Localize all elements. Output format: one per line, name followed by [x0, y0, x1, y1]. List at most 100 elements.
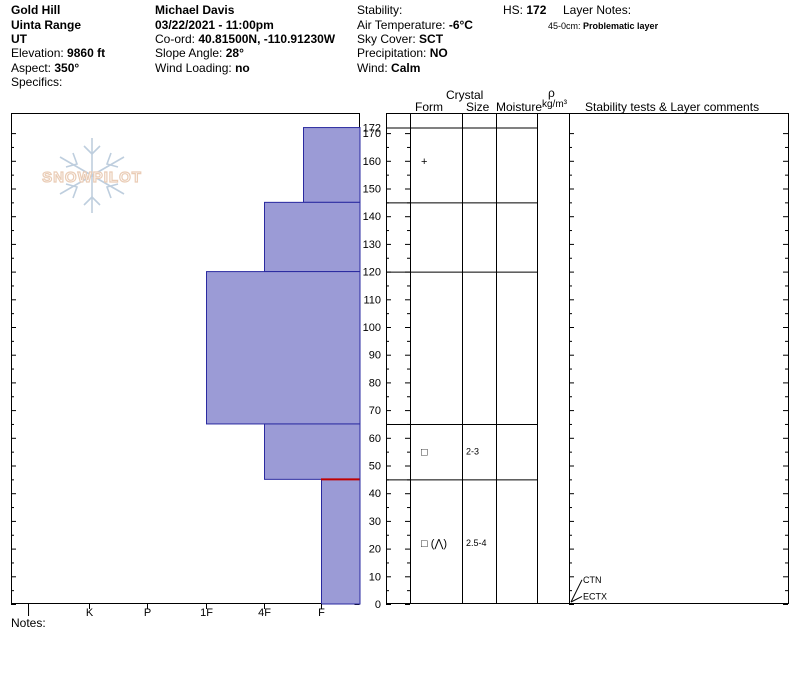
depth-axis-ticks: 0 10 20 30 40 50 60 70 80 90 100 110 120 130 140 150 160…	[363, 123, 410, 611]
aspect-value: 350°	[54, 61, 80, 75]
wind-row: Wind: Calm	[357, 61, 420, 75]
hardness-label-1F: 1F	[200, 607, 213, 619]
precip-label: Precipitation:	[357, 46, 427, 60]
stability-test-label-0: CTN	[583, 575, 602, 585]
depth-label-60: 60	[369, 433, 381, 445]
stability-test-label-1: ECTX	[583, 591, 607, 601]
elevation-row: Elevation: 9860 ft	[11, 46, 105, 60]
layer-note-depth: 45-0cm:	[548, 21, 581, 31]
logo-text: SNOWPILOT	[42, 169, 142, 186]
depth-label-140: 140	[363, 211, 381, 223]
crystal-header: Crystal	[446, 88, 484, 102]
depth-label-172: 172	[363, 123, 381, 135]
hardness-label-F: F	[318, 607, 325, 619]
depth-label-40: 40	[369, 488, 381, 500]
layer-bar-4	[321, 478, 361, 605]
sky-label: Sky Cover:	[357, 32, 416, 46]
depth-label-0: 0	[375, 599, 381, 611]
hs-value: 172	[526, 3, 547, 17]
hardness-label-K: K	[86, 607, 94, 619]
air-temp-row: Air Temperature: -6°C	[357, 18, 473, 32]
snowflake-icon	[59, 138, 125, 213]
wind-loading-row: Wind Loading: no	[155, 61, 250, 75]
depth-label-90: 90	[369, 350, 381, 362]
hardness-scale-labels: I K P 1F 4F F	[27, 604, 325, 619]
depth-label-170: 170	[363, 128, 381, 140]
specifics-label: Specifics:	[11, 75, 63, 89]
layer-table-frame	[410, 113, 789, 604]
obs-datetime: 03/22/2021 - 11:00pm	[155, 18, 274, 32]
coord-value: 40.81500N, -110.91230W	[198, 32, 336, 46]
observer-name: Michael Davis	[155, 3, 235, 17]
hardness-label-I: I	[27, 607, 30, 619]
precip-row: Precipitation: NO	[357, 46, 448, 60]
comments-header: Stability tests & Layer comments	[585, 100, 760, 114]
wind-loading-value: no	[235, 61, 250, 75]
layer-bar-3	[264, 423, 361, 480]
depth-label-30: 30	[369, 516, 381, 528]
layer-notes-label: Layer Notes:	[563, 3, 632, 17]
slope-value: 28°	[225, 46, 244, 60]
snowpilot-logo: SNOWPILOT	[41, 138, 142, 213]
depth-label-100: 100	[363, 322, 381, 334]
depth-axis-frame	[386, 113, 411, 604]
notes-label: Notes:	[11, 616, 46, 630]
depth-label-80: 80	[369, 377, 381, 389]
depth-label-150: 150	[363, 184, 381, 196]
grain-rows: + □ 2-3 □ (⋀) 2.5-4	[421, 156, 487, 550]
hardness-label-4F: 4F	[258, 607, 271, 619]
grain-form-2: □ (⋀)	[421, 538, 447, 550]
layer-bar-2	[206, 271, 361, 425]
grain-form-1: □	[421, 447, 428, 459]
hs-row: HS: 172	[503, 3, 546, 17]
depth-label-130: 130	[363, 239, 381, 251]
depth-label-110: 110	[363, 294, 381, 306]
depth-label-120: 120	[363, 267, 381, 279]
layer-note-text: Problematic layer	[583, 21, 659, 31]
stability-test-leader-1	[570, 596, 583, 603]
slope-row: Slope Angle: 28°	[155, 46, 244, 60]
stability-test-leader-0	[570, 579, 583, 603]
rho-header: ρ	[548, 86, 555, 100]
aspect-label: Aspect:	[11, 61, 52, 75]
depth-label-70: 70	[369, 405, 381, 417]
density-unit-header: kg/m³	[542, 99, 567, 110]
location-name: Gold Hill	[11, 3, 61, 17]
layer-boundary-lines	[386, 127, 788, 605]
size-header: Size	[466, 100, 490, 114]
coord-row: Co-ord: 40.81500N, -110.91230W	[155, 32, 335, 46]
form-header: Form	[415, 100, 443, 114]
grain-size-1: 2-3	[466, 447, 479, 457]
range-name: Uinta Range	[11, 18, 82, 32]
depth-label-160: 160	[363, 156, 381, 168]
hardness-layer-bars	[206, 127, 361, 605]
depth-label-50: 50	[369, 461, 381, 473]
air-temp-label: Air Temperature:	[357, 18, 446, 32]
elevation-value: 9860 ft	[67, 46, 106, 60]
depth-label-10: 10	[369, 571, 381, 583]
aspect-row: Aspect: 350°	[11, 61, 79, 75]
stability-label: Stability:	[357, 3, 403, 17]
wind-loading-label: Wind Loading:	[155, 61, 232, 75]
sky-row: Sky Cover: SCT	[357, 32, 443, 46]
precip-value: NO	[429, 46, 448, 60]
moisture-header: Moisture	[496, 100, 543, 114]
air-temp-value: -6°C	[448, 18, 473, 32]
hs-label: HS:	[503, 3, 524, 17]
sky-value: SCT	[419, 32, 444, 46]
depth-label-20: 20	[369, 544, 381, 556]
grain-form-0: +	[421, 156, 427, 168]
hardness-label-P: P	[144, 607, 151, 619]
elevation-label: Elevation:	[11, 46, 64, 60]
slope-label: Slope Angle:	[155, 46, 223, 60]
grain-size-2: 2.5-4	[466, 538, 487, 548]
wind-label: Wind:	[357, 61, 388, 75]
layer-note: 45-0cm: Problematic layer	[548, 19, 658, 33]
layer-bar-0	[303, 127, 361, 203]
stability-test-markers: CTN ECTX	[570, 575, 607, 603]
coord-label: Co-ord:	[155, 32, 196, 46]
wind-value: Calm	[391, 61, 421, 75]
layer-bar-1	[264, 201, 361, 273]
state-name: UT	[11, 32, 27, 46]
